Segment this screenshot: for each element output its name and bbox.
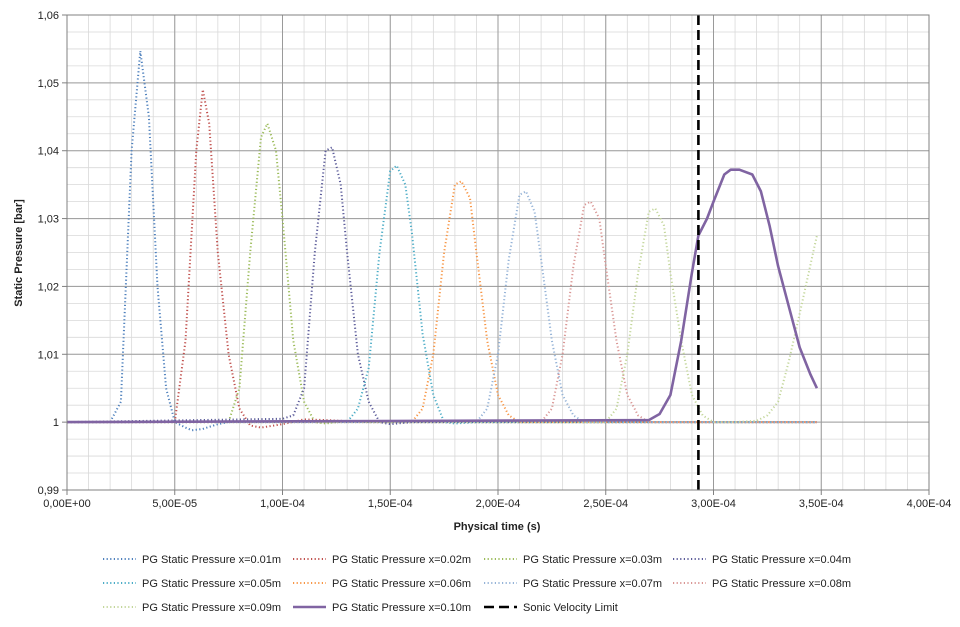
series-line-pg-static-pressure-x-0-10m [66, 168, 819, 424]
x-tick-label: 5,00E-05 [152, 498, 197, 510]
legend-entry-pg-static-pressure-x-0-03m: PG Static Pressure x=0.03m [484, 554, 662, 566]
y-tick-label: 1,05 [38, 78, 59, 90]
series-line-pg-static-pressure-x-0-02m [67, 88, 817, 429]
series-line-pg-static-pressure-x-0-03m [67, 122, 817, 425]
series-line-pg-static-pressure-x-0-01m [67, 50, 817, 432]
legend-entry-pg-static-pressure-x-0-05m: PG Static Pressure x=0.05m [103, 578, 281, 590]
legend-label: PG Static Pressure x=0.04m [712, 554, 851, 566]
series-group [66, 15, 819, 490]
legend: PG Static Pressure x=0.01m PG Static Pres… [103, 554, 851, 614]
legend-label: PG Static Pressure x=0.10m [332, 602, 471, 614]
legend-label: PG Static Pressure x=0.05m [142, 578, 281, 590]
legend-label: PG Static Pressure x=0.06m [332, 578, 471, 590]
legend-entry-pg-static-pressure-x-0-09m: PG Static Pressure x=0.09m [103, 602, 281, 614]
y-tick-label: 1,01 [38, 349, 59, 361]
x-tick-label: 0,00E+00 [43, 498, 90, 510]
legend-label: PG Static Pressure x=0.09m [142, 602, 281, 614]
legend-label: Sonic Velocity Limit [523, 602, 618, 614]
series-line-pg-static-pressure-x-0-04m [66, 146, 817, 426]
grid [66, 14, 930, 491]
legend-label: PG Static Pressure x=0.01m [142, 554, 281, 566]
legend-entry-sonic-velocity-limit: Sonic Velocity Limit [484, 602, 618, 614]
y-tick-label: 1,03 [38, 214, 59, 226]
x-tick-label: 3,00E-04 [691, 498, 736, 510]
x-axis-title: Physical time (s) [454, 521, 541, 533]
legend-entry-pg-static-pressure-x-0-06m: PG Static Pressure x=0.06m [293, 578, 471, 590]
y-tick-label: 0,99 [38, 485, 59, 497]
legend-label: PG Static Pressure x=0.03m [523, 554, 662, 566]
legend-entry-pg-static-pressure-x-0-10m: PG Static Pressure x=0.10m [293, 602, 471, 614]
legend-entry-pg-static-pressure-x-0-01m: PG Static Pressure x=0.01m [103, 554, 281, 566]
x-tick-label: 3,50E-04 [799, 498, 844, 510]
x-tick-label: 4,00E-04 [907, 498, 952, 510]
x-tick-label: 2,00E-04 [476, 498, 521, 510]
legend-label: PG Static Pressure x=0.07m [523, 578, 662, 590]
y-tick-label: 1 [53, 417, 59, 429]
tick-labels: 0,00E+00 5,00E-05 1,00E-04 1,50E-04 2,00E-04… [38, 10, 952, 510]
legend-entry-pg-static-pressure-x-0-02m: PG Static Pressure x=0.02m [293, 554, 471, 566]
series-line-pg-static-pressure-x-0-09m [67, 207, 818, 424]
legend-label: PG Static Pressure x=0.02m [332, 554, 471, 566]
legend-entry-pg-static-pressure-x-0-04m: PG Static Pressure x=0.04m [673, 554, 851, 566]
axes [62, 14, 930, 495]
legend-entry-pg-static-pressure-x-0-08m: PG Static Pressure x=0.08m [673, 578, 851, 590]
y-tick-label: 1,04 [38, 146, 59, 158]
legend-label: PG Static Pressure x=0.08m [712, 578, 851, 590]
x-tick-label: 2,50E-04 [583, 498, 628, 510]
series-line-pg-static-pressure-x-0-08m [67, 200, 817, 424]
y-axis-title: Static Pressure [bar] [13, 199, 25, 307]
x-tick-label: 1,50E-04 [368, 498, 413, 510]
y-tick-label: 1,02 [38, 281, 59, 293]
x-tick-label: 1,00E-04 [260, 498, 305, 510]
series-line-pg-static-pressure-x-0-05m [67, 164, 817, 425]
legend-entry-pg-static-pressure-x-0-07m: PG Static Pressure x=0.07m [484, 578, 662, 590]
y-tick-label: 1,06 [38, 10, 59, 22]
